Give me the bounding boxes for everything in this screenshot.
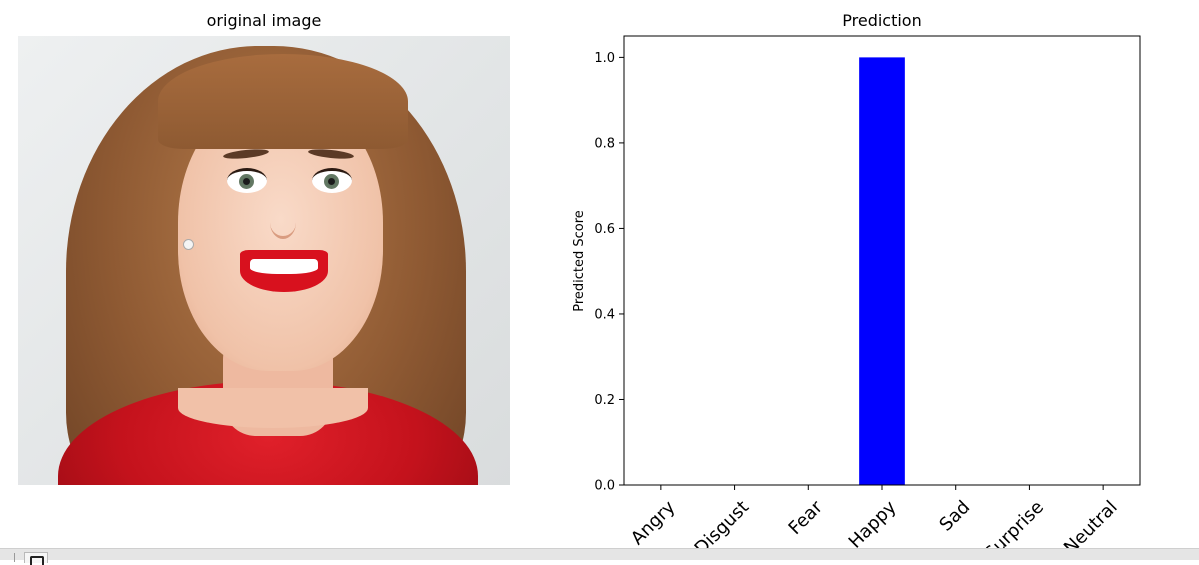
right-eye [312,168,352,193]
y-axis-label: Predicted Score [572,210,587,312]
chest [178,388,368,428]
y-tick-label: 0.4 [594,307,615,322]
x-tick-label-sad: Sad [935,497,974,536]
bar-happy [859,57,905,485]
grip-icon [0,553,15,562]
chart-title: Prediction [842,11,922,30]
image-panel-title: original image [206,11,322,30]
teeth [250,259,318,274]
bars-layer [859,57,905,485]
portrait-photo [18,36,510,485]
nose [270,206,296,239]
y-tick-label: 0.2 [594,393,615,408]
x-tick-label-angry: Angry [627,496,680,549]
save-button[interactable] [24,552,48,565]
y-tick-label: 0.8 [594,136,615,151]
x-tick-label-happy: Happy [845,496,901,552]
save-icon [30,556,44,565]
hair-top [158,54,408,149]
earring [183,239,194,250]
y-tick-label: 0.6 [594,222,615,237]
plot-frame [623,35,1141,486]
smiling-mouth [240,250,328,292]
x-tick-label-fear: Fear [785,496,828,539]
left-eye [227,168,267,193]
window-toolbar [0,548,1199,565]
y-tick-label: 0.0 [594,479,615,494]
y-tick-label: 1.0 [594,51,615,66]
